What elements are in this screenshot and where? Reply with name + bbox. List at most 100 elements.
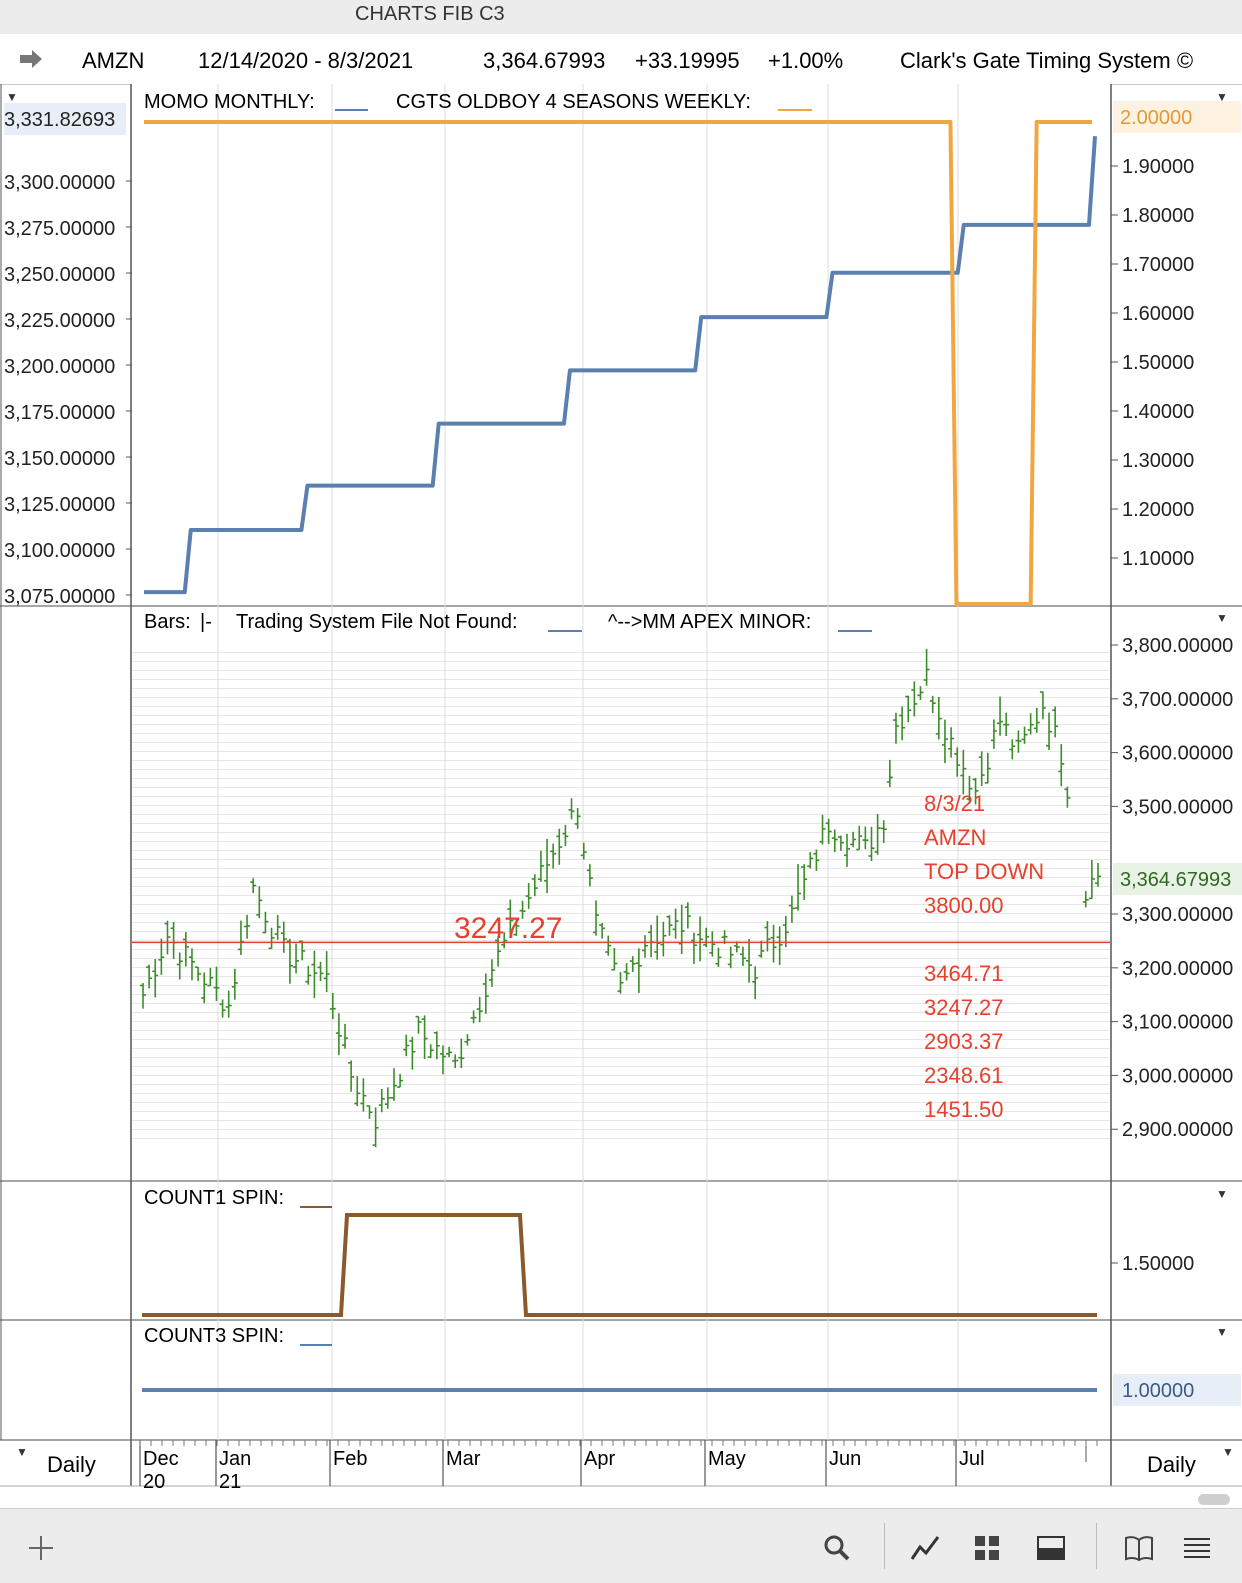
price-bar: [501, 932, 508, 949]
apex-minor-legend[interactable]: ^-->MM APEX MINOR:: [608, 611, 811, 633]
month-label: Dec: [143, 1448, 179, 1470]
price-bar: [1021, 726, 1028, 744]
price-bar: [684, 902, 691, 929]
line-chart-icon[interactable]: [910, 1533, 940, 1563]
axis-tick-label: 1.50000: [1122, 352, 1194, 374]
price-bar: [225, 990, 232, 1018]
scrollbar-thumb[interactable]: [1198, 1494, 1230, 1505]
price-bar: [293, 943, 300, 974]
symbol-label[interactable]: AMZN: [82, 48, 145, 73]
price-bar: [997, 696, 1004, 736]
price-bar: [666, 915, 673, 936]
price-bar: [262, 911, 269, 934]
price-bar: [574, 808, 581, 829]
price-bar: [819, 814, 826, 845]
menu-icon[interactable]: [1182, 1533, 1212, 1563]
panel-menu-icon[interactable]: ▼: [6, 90, 18, 104]
price-bar: [152, 958, 159, 998]
price-bar: [746, 938, 753, 983]
book-icon[interactable]: [1124, 1533, 1154, 1563]
axis-tick-label: 1.30000: [1122, 450, 1194, 472]
price-bar: [752, 966, 759, 1000]
price-bar: [176, 952, 183, 980]
price-bar: [476, 996, 483, 1023]
oldboy-weekly-line[interactable]: [144, 120, 1092, 606]
time-axis[interactable]: Dec Jan Feb Mar Apr May Jun Jul 20 21: [139, 1440, 1098, 1493]
price-bar: [568, 798, 575, 820]
price-bar: [415, 1015, 422, 1034]
date-range: 12/14/2020 - 8/3/2021: [198, 48, 414, 73]
price-bar: [776, 926, 783, 965]
price-bar: [1027, 713, 1034, 735]
axis-tick-label: 3,300.00000: [4, 172, 115, 194]
price-bar: [256, 886, 263, 919]
price-bar: [482, 973, 489, 1014]
panel-menu-icon[interactable]: ▼: [1216, 1325, 1228, 1339]
price-bar: [948, 727, 955, 758]
price-bar: [727, 946, 734, 969]
window-title: CHARTS FIB C3: [355, 3, 505, 25]
price-bar: [1088, 860, 1095, 900]
panel-menu-icon[interactable]: ▼: [1216, 611, 1228, 625]
price-bar: [384, 1087, 391, 1109]
period-left[interactable]: Daily: [47, 1452, 96, 1477]
axis-tick-label: 1.10000: [1122, 548, 1194, 570]
bars-legend[interactable]: Bars:: [144, 611, 191, 633]
momo-current-value: 3,331.82693: [4, 109, 115, 131]
price-bar: [140, 983, 146, 1009]
chart-area[interactable]: 3,300.00000 3,275.00000 3,250.00000 3,225.0…: [0, 84, 1242, 1508]
period-dropdown-icon[interactable]: ▼: [16, 1445, 28, 1459]
plus-icon[interactable]: [26, 1533, 56, 1563]
price-bar: [1046, 712, 1053, 751]
arrow-right-icon[interactable]: [18, 48, 44, 70]
system-name: Clark's Gate Timing System ©: [900, 48, 1194, 73]
price-bar: [923, 648, 930, 686]
momo-legend[interactable]: MOMO MONTHLY:: [144, 91, 315, 113]
axis-tick-label: 3,500.00000: [1122, 796, 1233, 818]
month-label: May: [708, 1448, 746, 1470]
period-right[interactable]: Daily: [1147, 1452, 1196, 1477]
price-bar: [941, 719, 948, 764]
axis-tick-label: 3,100.00000: [1122, 1012, 1233, 1034]
year-label: 21: [219, 1471, 241, 1493]
period-dropdown-icon[interactable]: ▼: [1222, 1445, 1234, 1459]
count3-legend[interactable]: COUNT3 SPIN:: [144, 1325, 284, 1347]
axis-tick-label: 3,800.00000: [1122, 635, 1233, 657]
price-bar: [629, 956, 636, 973]
price-bar: [788, 895, 795, 923]
price-bar: [586, 864, 593, 887]
price-bar: [182, 931, 189, 967]
price-bar: [1039, 691, 1046, 720]
oldboy-legend[interactable]: CGTS OLDBOY 4 SEASONS WEEKLY:: [396, 91, 751, 113]
trading-system-legend[interactable]: Trading System File Not Found:: [236, 611, 518, 633]
price-bar: [195, 966, 202, 982]
panel-icon[interactable]: [1036, 1533, 1066, 1563]
axis-tick-label: 3,075.00000: [4, 586, 115, 608]
month-label: Jul: [959, 1448, 985, 1470]
annotation-date: 8/3/21: [924, 791, 985, 816]
panel-menu-icon[interactable]: ▼: [1216, 1187, 1228, 1201]
toolbar-divider: [884, 1523, 885, 1569]
price-bar: [372, 1107, 379, 1148]
price-bar: [1064, 786, 1071, 808]
momo-monthly-line[interactable]: [144, 136, 1097, 595]
price-bar: [525, 883, 532, 909]
price-bar: [390, 1068, 397, 1101]
oldboy-current-value: 2.00000: [1120, 107, 1192, 129]
annotation-level: 3247.27: [924, 995, 1004, 1020]
price-bar: [378, 1088, 385, 1113]
grid-icon[interactable]: [972, 1533, 1002, 1563]
price-bar: [911, 681, 918, 717]
count1-spin-line[interactable]: [142, 1213, 1097, 1317]
axis-tick-label: 3,200.00000: [1122, 958, 1233, 980]
count1-legend[interactable]: COUNT1 SPIN:: [144, 1187, 284, 1209]
panel-menu-icon[interactable]: ▼: [1216, 90, 1228, 104]
price-bar: [880, 820, 887, 843]
search-icon[interactable]: [822, 1533, 852, 1563]
bars-legend-symbol: |-: [200, 611, 212, 633]
price-bar: [329, 992, 336, 1020]
price-bar: [427, 1044, 434, 1058]
price-bar: [305, 965, 312, 985]
price-bar: [354, 1076, 361, 1107]
price-bar: [1095, 863, 1101, 887]
